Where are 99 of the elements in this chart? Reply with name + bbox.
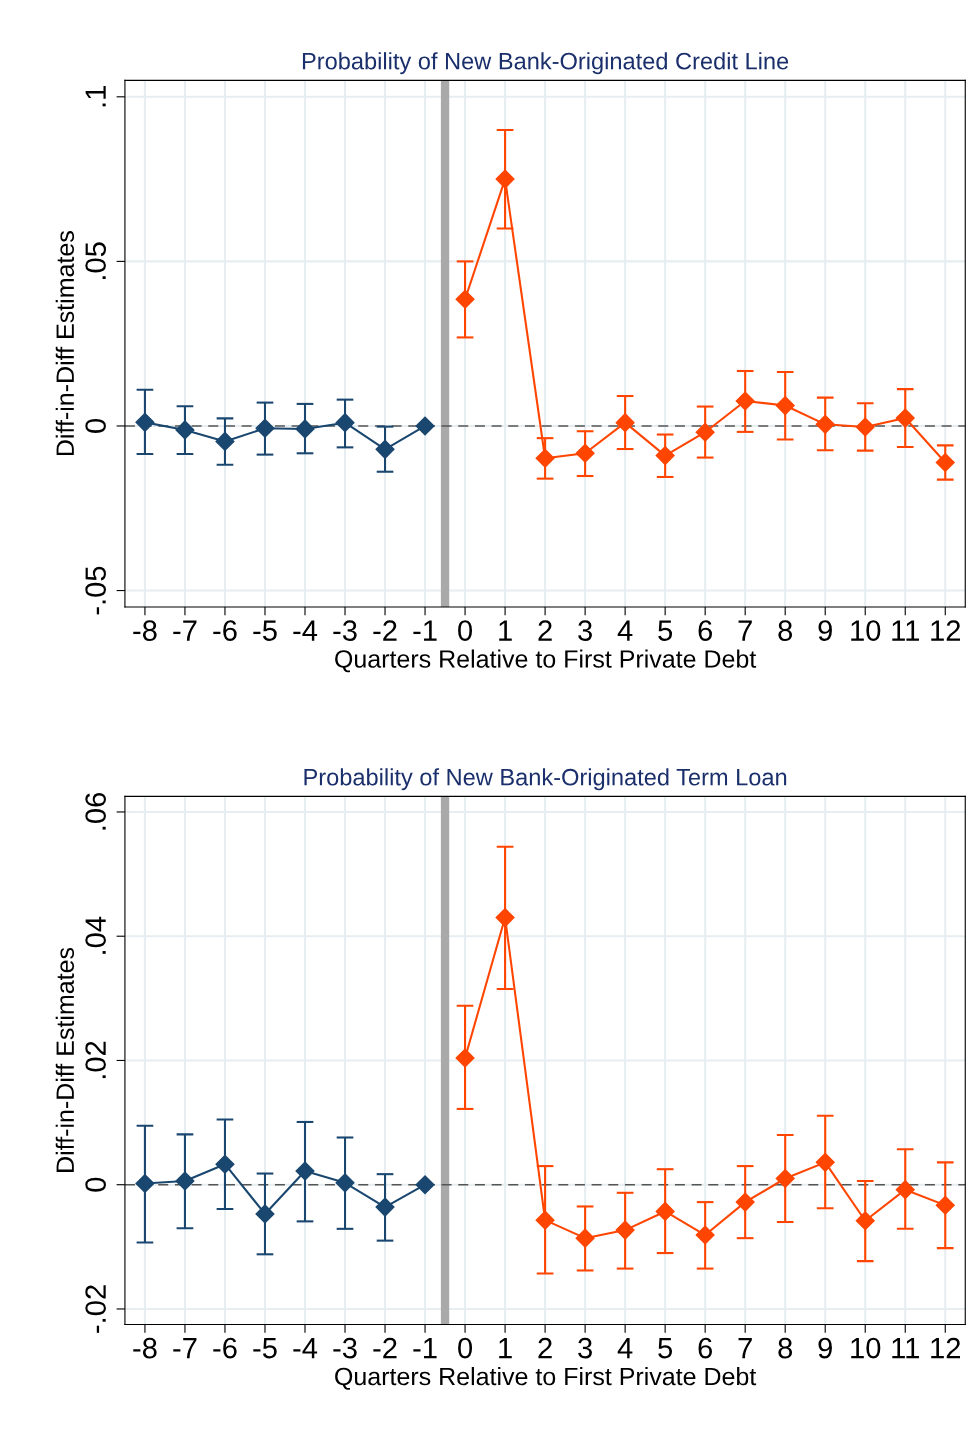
x-tick-label: 9 xyxy=(818,1337,832,1359)
point xyxy=(375,439,395,459)
point xyxy=(415,416,435,436)
point xyxy=(855,417,875,437)
point xyxy=(175,1171,195,1191)
x-tick-label: 10 xyxy=(851,620,881,641)
x-tick-label: 3 xyxy=(578,620,592,641)
x-tick-label: -1 xyxy=(413,620,437,641)
point xyxy=(535,448,555,468)
point xyxy=(775,1168,795,1189)
x-tick-label: -5 xyxy=(253,620,277,641)
x-tick-label: 8 xyxy=(778,620,793,641)
point xyxy=(615,413,635,433)
x-tick-label: 11 xyxy=(892,620,919,641)
point xyxy=(775,396,795,416)
point xyxy=(135,412,155,432)
y-tick-label: .06 xyxy=(85,792,106,830)
point xyxy=(575,443,595,463)
x-tick-label: 8 xyxy=(778,1337,793,1359)
point xyxy=(215,431,235,451)
x-tick-label: 10 xyxy=(851,1337,881,1359)
x-tick-label: 6 xyxy=(698,620,712,641)
point xyxy=(935,452,955,473)
point xyxy=(495,908,515,928)
point xyxy=(815,414,835,434)
point xyxy=(375,1197,395,1217)
x-axis-title: Quarters Relative to First Private Debt xyxy=(335,1366,757,1390)
x-axis-title: Quarters Relative to First Private Debt xyxy=(335,649,757,673)
x-tick-label: 5 xyxy=(658,620,673,641)
x-tick-label: 5 xyxy=(658,1338,673,1359)
x-tick-label: -8 xyxy=(133,620,157,641)
point xyxy=(815,1152,835,1172)
point xyxy=(935,1195,955,1215)
point xyxy=(175,420,195,440)
x-tick-label: -4 xyxy=(293,1338,318,1359)
y-tick-label: -.02 xyxy=(85,1285,106,1333)
x-tick-label: -1 xyxy=(413,1338,437,1359)
x-tick-label: 0 xyxy=(458,1337,473,1359)
x-tick-label: -7 xyxy=(173,620,197,641)
point xyxy=(255,418,275,438)
point xyxy=(855,1211,875,1231)
point xyxy=(335,413,355,433)
point xyxy=(895,1180,915,1200)
point xyxy=(135,1173,155,1194)
point xyxy=(895,408,915,428)
point xyxy=(735,391,755,411)
point xyxy=(455,289,475,309)
point xyxy=(535,1210,555,1230)
x-tick-label: 2 xyxy=(538,1337,552,1359)
x-tick-label: -3 xyxy=(333,1337,357,1359)
chart-title: Probability of New Bank-Originated Credit Line xyxy=(302,52,789,75)
x-tick-label: -8 xyxy=(133,1337,157,1359)
x-tick-label: 1 xyxy=(499,620,512,641)
point xyxy=(255,1204,275,1224)
point xyxy=(215,1154,235,1174)
y-tick-label: .1 xyxy=(85,86,106,107)
x-tick-label: -6 xyxy=(213,1337,237,1359)
x-tick-label: 7 xyxy=(738,620,752,641)
x-tick-label: -4 xyxy=(293,620,318,641)
x-tick-label: -5 xyxy=(253,1338,277,1359)
x-tick-label: 6 xyxy=(698,1337,712,1359)
point xyxy=(655,446,675,466)
y-tick-label: .02 xyxy=(85,1041,106,1079)
x-tick-label: -7 xyxy=(173,1338,197,1359)
x-tick-label: -6 xyxy=(213,620,237,641)
point xyxy=(295,419,315,439)
x-tick-label: 4 xyxy=(617,1338,633,1359)
point xyxy=(335,1173,355,1193)
x-tick-label: -3 xyxy=(333,620,357,641)
y-tick-label: .04 xyxy=(85,916,106,954)
point xyxy=(415,1175,435,1195)
x-tick-label: 7 xyxy=(738,1338,752,1359)
x-tick-label: 0 xyxy=(458,620,473,641)
point xyxy=(615,1220,635,1240)
chart-title: Probability of New Bank-Originated Term Loan xyxy=(304,768,787,791)
point xyxy=(695,422,715,442)
x-tick-label: -2 xyxy=(373,620,397,641)
y-axis-title: Diff-in-Diff Estimates xyxy=(55,947,75,1172)
y-tick-label: 0 xyxy=(85,419,106,433)
x-tick-label: 1 xyxy=(499,1338,512,1359)
x-tick-label: 9 xyxy=(818,620,832,641)
point xyxy=(455,1048,475,1068)
x-tick-label: 11 xyxy=(892,1338,919,1359)
y-tick-label: -.05 xyxy=(85,566,106,615)
x-tick-label: -2 xyxy=(373,1337,397,1359)
point xyxy=(695,1225,715,1245)
y-axis-title: Diff-in-Diff Estimates xyxy=(55,231,75,456)
point xyxy=(575,1228,595,1248)
x-tick-label: 12 xyxy=(931,620,961,641)
x-tick-label: 4 xyxy=(617,620,633,641)
x-tick-label: 12 xyxy=(931,1337,961,1359)
point xyxy=(735,1192,755,1212)
point xyxy=(495,169,515,189)
point xyxy=(655,1201,675,1221)
y-tick-label: .05 xyxy=(85,242,106,279)
x-tick-label: 3 xyxy=(578,1337,592,1359)
y-tick-label: 0 xyxy=(85,1177,106,1192)
point xyxy=(295,1161,315,1181)
x-tick-label: 2 xyxy=(538,620,552,641)
